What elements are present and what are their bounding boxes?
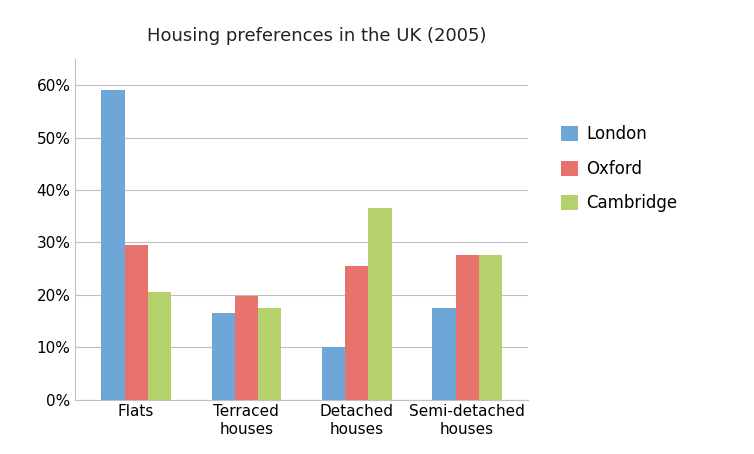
Bar [432,308,455,400]
Bar [479,256,502,400]
Bar [124,245,148,400]
Bar [455,256,479,400]
Bar [258,308,281,400]
Bar [101,90,124,400]
Legend: London, Oxford, Cambridge: London, Oxford, Cambridge [554,118,684,219]
Bar [322,347,345,400]
Bar [369,208,391,400]
Text: Housing preferences in the UK (2005): Housing preferences in the UK (2005) [147,27,486,45]
Bar [212,313,234,400]
Bar [345,266,369,400]
Bar [234,296,258,400]
Bar [148,292,171,400]
